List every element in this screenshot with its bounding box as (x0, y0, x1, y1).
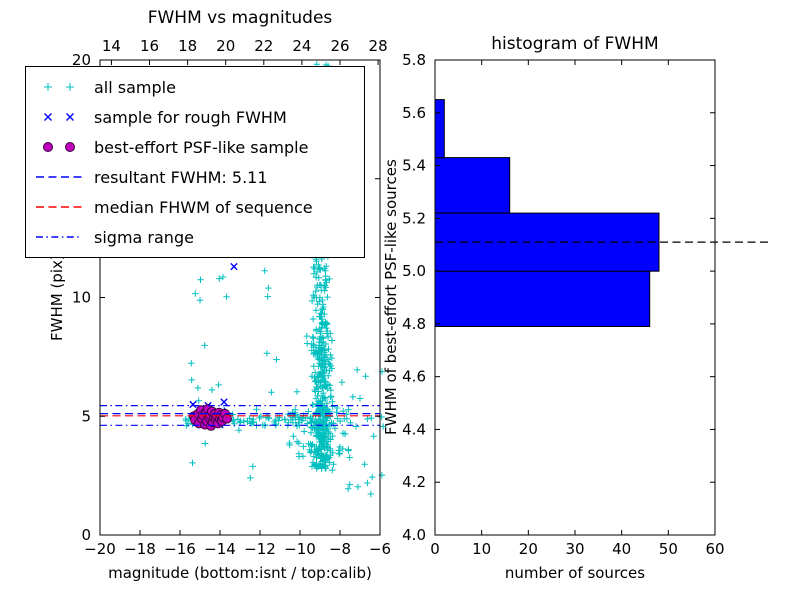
tick-label: 16 (140, 37, 159, 55)
legend-line-dashdot-icon (36, 236, 82, 238)
tick-label: 10 (472, 540, 491, 558)
tick-label: 0 (81, 526, 91, 544)
histogram-bar (434, 270, 651, 328)
legend-item-label: sample for rough FWHM (94, 107, 287, 127)
tick-label: −6 (369, 540, 391, 558)
tick-label: 5.8 (402, 51, 426, 69)
tick-label: 4.6 (402, 368, 426, 386)
legend-item-label: median FHWM of sequence (94, 197, 313, 217)
left-plot-title: FWHM vs magnitudes (147, 8, 333, 28)
tick-label: −16 (164, 540, 196, 558)
tick-label: 20 (72, 51, 91, 69)
tick-label: 20 (216, 37, 235, 55)
legend-item-label: resultant FWHM: 5.11 (94, 167, 268, 187)
tick-label: −20 (84, 540, 116, 558)
tick-label: 24 (292, 37, 311, 55)
legend-marker-x-icon (44, 113, 74, 121)
legend-item: sigma range (34, 222, 356, 252)
legend-item: resultant FWHM: 5.11 (34, 162, 356, 192)
right-plot-xlabel: number of sources (504, 564, 646, 582)
tick-label: 30 (565, 540, 584, 558)
tick-label: 14 (102, 37, 121, 55)
right-plot-title: histogram of FWHM (491, 34, 659, 54)
legend-marker-plus-icon (44, 83, 74, 91)
legend-item-label: best-effort PSF-like sample (94, 137, 309, 157)
tick-label: −18 (124, 540, 156, 558)
tick-label: 5.2 (402, 209, 426, 227)
legend-item-label: sigma range (94, 227, 194, 247)
tick-label: 22 (254, 37, 273, 55)
legend-item: sample for rough FWHM (34, 102, 356, 132)
legend-item: best-effort PSF-like sample (34, 132, 356, 162)
right-plot-ylabel: FWHM of best-effort PSF-like sources (382, 159, 400, 436)
left-plot-xlabel: magnitude (bottom:isnt / top:calib) (108, 564, 372, 582)
histogram-bar (434, 212, 660, 272)
tick-label: −14 (204, 540, 236, 558)
tick-label: 26 (330, 37, 349, 55)
right-plot: 0 10 20 30 40 50 60 4.0 4.2 4.4 4.6 4.8 5.0 5.2 5.4 5.6… (402, 51, 768, 558)
tick-label: 28 (369, 37, 388, 55)
legend-item: all sample (34, 72, 356, 102)
legend-line-dashed-icon (36, 176, 82, 178)
tick-label: 4.8 (402, 315, 426, 333)
tick-label: 50 (659, 540, 678, 558)
tick-label: −8 (329, 540, 351, 558)
tick-label: 20 (519, 540, 538, 558)
legend: all sample sample for rough FWHM best-effo… (25, 66, 365, 258)
tick-label: 4.0 (402, 526, 426, 544)
tick-label: 5.6 (402, 104, 426, 122)
legend-item-label: all sample (94, 77, 176, 97)
tick-label: 4.2 (402, 473, 426, 491)
legend-line-dashed-icon (36, 206, 82, 208)
tick-label: −12 (244, 540, 276, 558)
tick-label: 40 (612, 540, 631, 558)
histogram-bar (434, 157, 511, 214)
tick-label: 5.0 (402, 262, 426, 280)
tick-label: 4.4 (402, 420, 426, 438)
histogram-bar (434, 99, 445, 159)
legend-marker-circle-icon (43, 142, 75, 152)
tick-label: −10 (284, 540, 316, 558)
legend-item: median FHWM of sequence (34, 192, 356, 222)
tick-label: 5.4 (402, 157, 426, 175)
tick-label: 60 (705, 540, 724, 558)
tick-label: 5 (81, 407, 91, 425)
tick-label: 0 (430, 540, 440, 558)
tick-label: 18 (178, 37, 197, 55)
tick-label: 10 (72, 289, 91, 307)
